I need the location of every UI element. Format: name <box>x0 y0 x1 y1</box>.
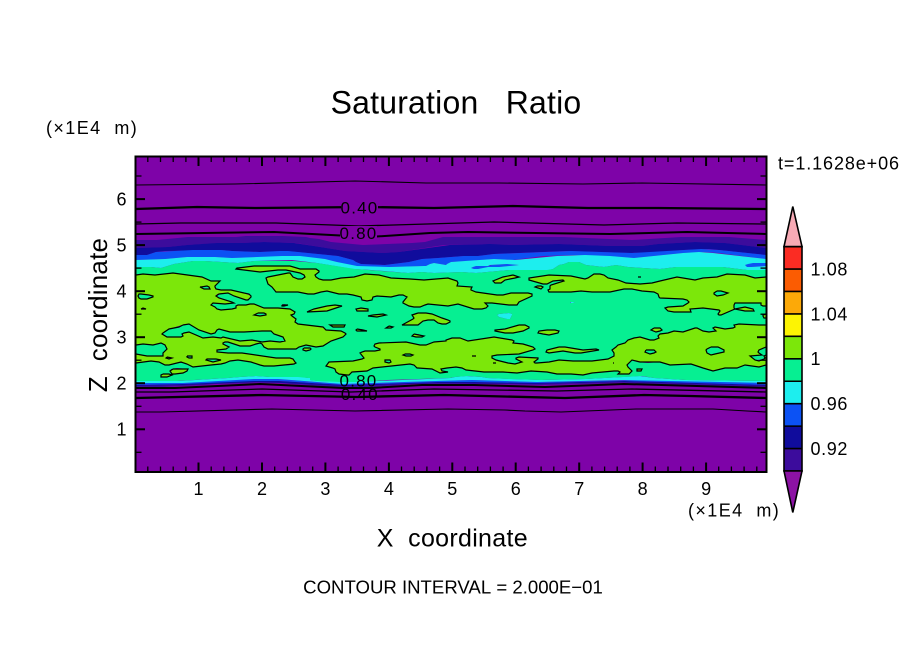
svg-text:0.80: 0.80 <box>340 224 378 243</box>
svg-text:3: 3 <box>116 328 126 348</box>
svg-text:7: 7 <box>574 479 584 499</box>
svg-text:1.04: 1.04 <box>811 304 848 324</box>
svg-text:CONTOUR INTERVAL = 2.000E−01: CONTOUR INTERVAL = 2.000E−01 <box>303 577 603 598</box>
svg-text:0.40: 0.40 <box>341 385 379 404</box>
svg-text:2: 2 <box>116 374 126 394</box>
svg-text:Z coordinate: Z coordinate <box>83 238 113 392</box>
svg-text:1.08: 1.08 <box>811 259 848 279</box>
svg-text:0.80: 0.80 <box>340 372 378 391</box>
svg-text:(×1E4 m): (×1E4 m) <box>688 500 780 520</box>
svg-text:0.96: 0.96 <box>811 394 848 414</box>
svg-text:t=1.1628e+06: t=1.1628e+06 <box>778 154 900 174</box>
svg-text:9: 9 <box>701 479 711 499</box>
svg-text:4: 4 <box>116 282 126 302</box>
svg-text:0.40: 0.40 <box>341 199 379 218</box>
svg-text:6: 6 <box>116 190 126 210</box>
svg-text:1: 1 <box>193 479 203 499</box>
svg-text:5: 5 <box>447 479 457 499</box>
svg-text:4: 4 <box>384 479 394 499</box>
svg-text:8: 8 <box>638 479 648 499</box>
svg-text:X coordinate: X coordinate <box>377 525 528 553</box>
svg-text:3: 3 <box>320 479 330 499</box>
svg-text:1: 1 <box>811 349 822 369</box>
svg-text:(×1E4 m): (×1E4 m) <box>46 118 138 138</box>
svg-text:Saturation Ratio: Saturation Ratio <box>331 85 582 121</box>
svg-text:0.92: 0.92 <box>811 439 848 459</box>
svg-text:5: 5 <box>116 236 126 256</box>
svg-text:1: 1 <box>116 420 126 440</box>
svg-text:6: 6 <box>511 479 521 499</box>
svg-text:2: 2 <box>257 479 267 499</box>
